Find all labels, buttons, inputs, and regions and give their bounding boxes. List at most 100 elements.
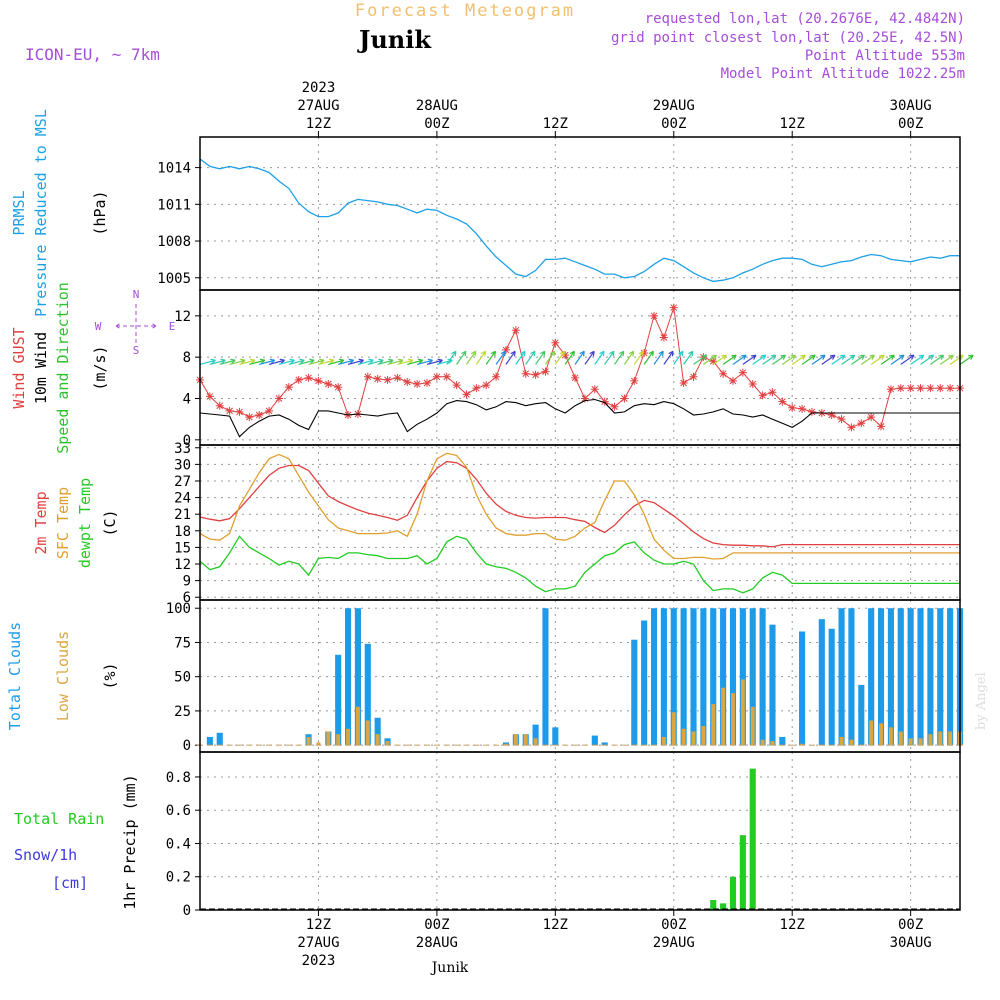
wind-arrow bbox=[446, 350, 457, 365]
bottom-time-label: 00Z bbox=[898, 917, 923, 933]
wind-arrowhead bbox=[711, 354, 718, 360]
bottom-time-label: 27AUG bbox=[297, 935, 339, 951]
compass-icon bbox=[115, 304, 157, 346]
wind-arrowhead bbox=[918, 354, 925, 360]
total-cloud-bar bbox=[917, 608, 924, 746]
gust-marker bbox=[383, 375, 392, 384]
ytick-label: 1011 bbox=[157, 197, 191, 213]
gust-marker bbox=[521, 369, 530, 378]
total-cloud-bar bbox=[868, 608, 875, 746]
point-altitude: Point Altitude 553m bbox=[805, 48, 965, 64]
bottom-time-label: 12Z bbox=[306, 917, 331, 933]
wind-arrowhead bbox=[540, 350, 546, 357]
gust-marker bbox=[413, 380, 422, 389]
bottom-time-label: 30AUG bbox=[890, 935, 932, 951]
wind-arrowhead bbox=[510, 350, 516, 357]
wind-arrowhead bbox=[898, 354, 905, 360]
grid-point-coords: grid point closest lon,lat (20.25E, 42.5… bbox=[611, 30, 965, 46]
bottom-time-label: 29AUG bbox=[653, 935, 695, 951]
gust-marker bbox=[719, 369, 728, 378]
gust-marker bbox=[501, 345, 510, 354]
wind-arrow bbox=[860, 354, 875, 365]
ytick-label: 0 bbox=[183, 738, 191, 754]
low-cloud-bar bbox=[731, 693, 735, 746]
ytick-label: 0.2 bbox=[166, 870, 191, 886]
total-cloud-bar bbox=[799, 631, 806, 746]
wind-arrow bbox=[880, 354, 895, 365]
total-cloud-bar bbox=[858, 684, 865, 746]
ytick-label: 33 bbox=[174, 441, 191, 457]
total-cloud-bar bbox=[364, 643, 371, 746]
panel-frame bbox=[199, 136, 961, 291]
wind-arrowhead bbox=[220, 358, 226, 365]
wind-arrowhead bbox=[500, 350, 506, 357]
wind-arrowhead bbox=[879, 354, 885, 360]
wind-arrow bbox=[801, 354, 816, 365]
total-cloud-bar bbox=[374, 717, 381, 746]
gust-marker bbox=[837, 415, 846, 424]
wind-arrow bbox=[959, 354, 974, 365]
temp-label-1: 2m Temp bbox=[32, 491, 50, 554]
wind-arrowhead bbox=[559, 350, 566, 357]
temp-line-1 bbox=[199, 452, 960, 560]
wind-arrow bbox=[357, 359, 374, 365]
total-cloud-bar bbox=[779, 736, 786, 746]
bottom-time-label: 28AUG bbox=[416, 935, 458, 951]
wind-arrowhead bbox=[701, 354, 708, 360]
wind-arrow bbox=[752, 354, 767, 365]
total-cloud-bar bbox=[631, 639, 638, 746]
ytick-label: 50 bbox=[174, 670, 191, 686]
gust-marker bbox=[768, 388, 777, 397]
total-cloud-bar bbox=[759, 608, 766, 746]
gust-marker bbox=[896, 384, 905, 393]
low-cloud-bar bbox=[533, 738, 538, 746]
ytick-label: 0.8 bbox=[166, 770, 191, 786]
ytick-label: 12 bbox=[174, 557, 191, 573]
wind-arrow bbox=[920, 354, 934, 365]
wind-arrow bbox=[367, 359, 384, 365]
wind-line bbox=[199, 398, 960, 438]
low-cloud-bar bbox=[523, 734, 528, 746]
low-cloud-bar bbox=[849, 739, 854, 746]
gust-marker bbox=[758, 391, 767, 400]
total-cloud-bar bbox=[838, 608, 845, 746]
total-cloud-bar bbox=[680, 608, 687, 746]
precip-label-cm: [cm] bbox=[52, 874, 88, 892]
wind-arrowhead bbox=[609, 350, 615, 357]
gust-marker bbox=[561, 351, 570, 360]
total-cloud-bar bbox=[877, 608, 885, 746]
gust-marker bbox=[403, 377, 412, 386]
wind-arrow bbox=[456, 350, 467, 365]
total-cloud-bar bbox=[937, 608, 944, 746]
total-cloud-bar bbox=[660, 608, 667, 746]
top-time-label: 12Z bbox=[306, 116, 331, 132]
total-cloud-bar bbox=[591, 735, 598, 746]
gust-marker bbox=[748, 380, 757, 389]
low-cloud-bar bbox=[918, 738, 923, 746]
ytick-label: 12 bbox=[174, 309, 191, 325]
panels: 1005100810111014048126912151821242730330… bbox=[157, 136, 974, 919]
wind-arrow bbox=[762, 354, 777, 365]
wind-arrow bbox=[564, 350, 575, 365]
gust-marker bbox=[442, 372, 451, 381]
gust-marker bbox=[314, 376, 323, 385]
gust-marker bbox=[906, 384, 915, 393]
low-cloud-bar bbox=[770, 741, 775, 746]
clouds-label-2: Low Clouds bbox=[54, 631, 72, 721]
total-cloud-bar bbox=[729, 608, 737, 746]
wind-arrowhead bbox=[820, 354, 826, 360]
ytick-label: 4 bbox=[183, 392, 191, 408]
gust-marker bbox=[373, 374, 382, 383]
gust-marker bbox=[590, 385, 599, 394]
gust-marker bbox=[304, 373, 313, 382]
gust-marker bbox=[709, 357, 718, 366]
wind-arrowhead bbox=[938, 354, 945, 360]
model-label: ICON-EU, ~ 7km bbox=[25, 45, 160, 64]
wind-arrowhead bbox=[849, 354, 856, 360]
total-cloud-bar bbox=[897, 608, 904, 746]
gust-marker bbox=[847, 423, 856, 432]
wind-arrow bbox=[535, 350, 546, 365]
wind-arrowhead bbox=[520, 350, 526, 357]
top-time-label: 29AUG bbox=[653, 98, 695, 114]
